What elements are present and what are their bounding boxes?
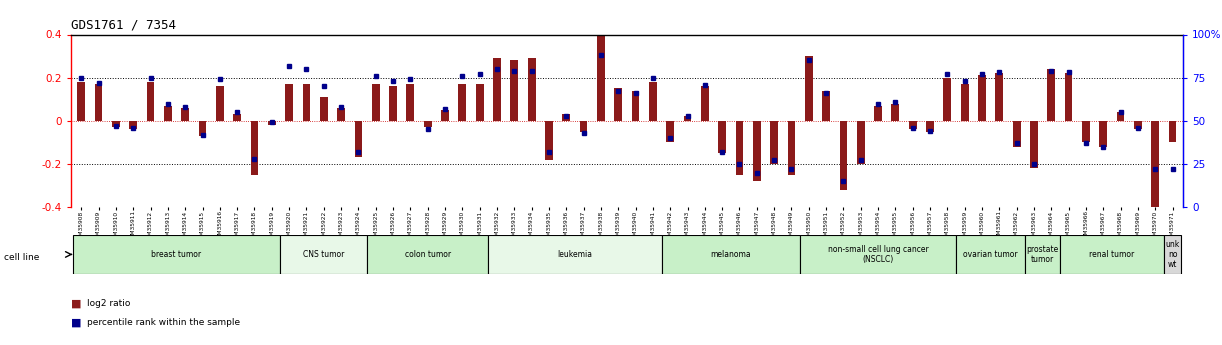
Bar [996, 73, 1003, 121]
Bar [960, 84, 969, 121]
Bar [337, 108, 345, 121]
Bar [494, 58, 501, 121]
Bar [805, 56, 813, 121]
Bar [181, 108, 189, 121]
Text: log2 ratio: log2 ratio [87, 299, 130, 308]
Text: prostate
tumor: prostate tumor [1026, 245, 1058, 264]
Bar [77, 82, 86, 121]
Bar [164, 106, 172, 121]
Bar [545, 121, 552, 159]
Bar [857, 121, 865, 164]
Bar [389, 86, 397, 121]
Bar [147, 82, 154, 121]
Bar [683, 117, 692, 121]
Bar [441, 110, 448, 121]
Bar [874, 106, 882, 121]
Text: melanoma: melanoma [710, 250, 752, 259]
Bar [1064, 73, 1073, 121]
Bar [199, 121, 207, 136]
Bar [1168, 121, 1177, 142]
Bar [407, 84, 414, 121]
Bar [94, 84, 103, 121]
Bar [72, 235, 281, 274]
Bar [1059, 235, 1163, 274]
Bar [511, 60, 518, 121]
Bar [770, 121, 778, 164]
Bar [281, 235, 367, 274]
Bar [1025, 235, 1059, 274]
Bar [701, 86, 709, 121]
Bar [233, 114, 241, 121]
Bar [1081, 121, 1090, 142]
Bar [598, 34, 605, 121]
Bar [800, 235, 956, 274]
Text: ■: ■ [71, 318, 82, 327]
Bar [840, 121, 847, 190]
Bar [285, 84, 293, 121]
Bar [458, 84, 467, 121]
Bar [1134, 121, 1141, 129]
Bar [130, 121, 137, 129]
Text: ■: ■ [71, 299, 82, 308]
Bar [1163, 235, 1182, 274]
Text: breast tumor: breast tumor [152, 250, 202, 259]
Bar [666, 121, 675, 142]
Bar [736, 121, 743, 175]
Bar [1151, 121, 1160, 211]
Bar [615, 88, 622, 121]
Bar [632, 90, 639, 121]
Text: leukemia: leukemia [557, 250, 593, 259]
Text: non-small cell lung cancer
(NSCLC): non-small cell lung cancer (NSCLC) [827, 245, 929, 264]
Bar [371, 84, 380, 121]
Bar [719, 121, 726, 153]
Bar [661, 235, 800, 274]
Bar [822, 90, 830, 121]
Bar [926, 121, 934, 131]
Bar [216, 86, 224, 121]
Bar [112, 121, 120, 127]
Bar [1013, 121, 1020, 147]
Text: renal tumor: renal tumor [1089, 250, 1134, 259]
Text: CNS tumor: CNS tumor [303, 250, 345, 259]
Text: GDS1761 / 7354: GDS1761 / 7354 [71, 19, 176, 32]
Bar [424, 121, 431, 127]
Bar [1117, 112, 1124, 121]
Bar [475, 84, 484, 121]
Bar [320, 97, 327, 121]
Bar [303, 84, 310, 121]
Text: colon tumor: colon tumor [404, 250, 451, 259]
Bar [787, 121, 796, 175]
Bar [753, 121, 760, 181]
Bar [649, 82, 656, 121]
Text: percentile rank within the sample: percentile rank within the sample [87, 318, 240, 327]
Text: ovarian tumor: ovarian tumor [963, 250, 1018, 259]
Bar [562, 114, 571, 121]
Bar [892, 104, 899, 121]
Bar [367, 235, 489, 274]
Bar [978, 76, 986, 121]
Text: cell line: cell line [4, 253, 39, 262]
Bar [1100, 121, 1107, 147]
Bar [1030, 121, 1037, 168]
Bar [489, 235, 661, 274]
Bar [354, 121, 362, 157]
Bar [528, 58, 535, 121]
Bar [1047, 69, 1055, 121]
Bar [251, 121, 258, 175]
Bar [943, 78, 951, 121]
Bar [909, 121, 916, 129]
Text: unk
no
wt: unk no wt [1166, 239, 1179, 269]
Bar [579, 121, 588, 131]
Bar [268, 121, 276, 125]
Bar [956, 235, 1025, 274]
